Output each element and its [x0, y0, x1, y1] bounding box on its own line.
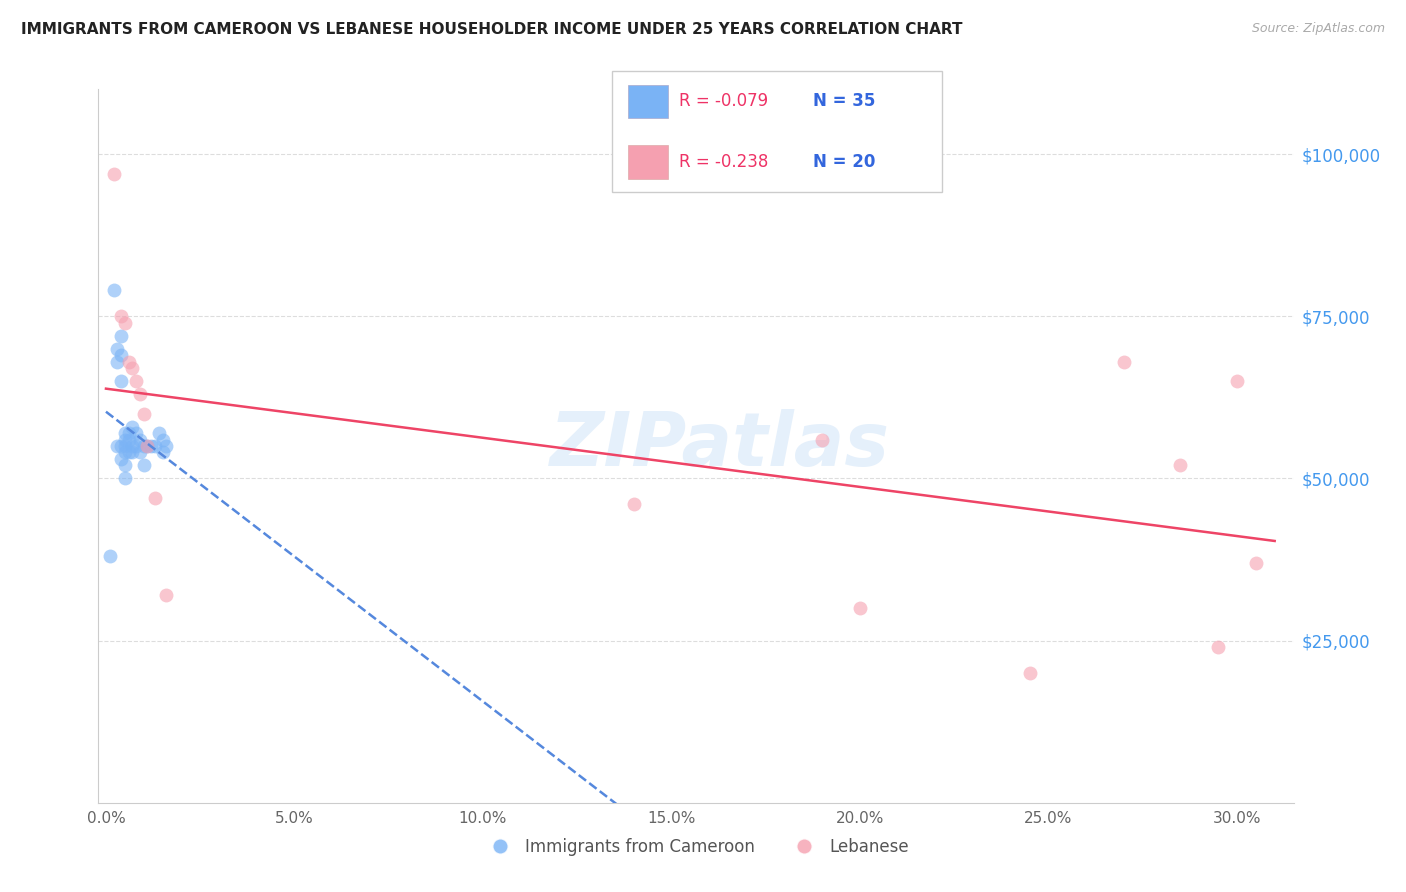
Point: [110, 328, 132, 343]
Point: [1170, 458, 1192, 473]
Point: [110, 374, 132, 388]
Point: [148, 425, 170, 440]
Point: [117, 425, 139, 440]
Point: [114, 471, 136, 485]
Point: [121, 419, 143, 434]
Point: [121, 439, 143, 453]
Point: [1206, 640, 1229, 654]
Text: ZIPatlas: ZIPatlas: [550, 409, 890, 483]
Point: [152, 433, 174, 447]
Point: [105, 439, 128, 453]
Point: [132, 458, 155, 473]
Text: R = -0.079: R = -0.079: [679, 93, 768, 111]
Text: Source: ZipAtlas.com: Source: ZipAtlas.com: [1251, 22, 1385, 36]
Text: IMMIGRANTS FROM CAMEROON VS LEBANESE HOUSEHOLDER INCOME UNDER 25 YEARS CORRELATI: IMMIGRANTS FROM CAMEROON VS LEBANESE HOU…: [21, 22, 963, 37]
Point: [136, 439, 159, 453]
Point: [141, 439, 163, 453]
Point: [121, 445, 143, 459]
Point: [1112, 354, 1135, 368]
Point: [114, 425, 136, 440]
Point: [103, 283, 125, 297]
Point: [103, 167, 125, 181]
Point: [1244, 556, 1267, 570]
Point: [849, 601, 872, 615]
Point: [811, 433, 834, 447]
Point: [125, 374, 148, 388]
Point: [136, 439, 159, 453]
Point: [114, 458, 136, 473]
Point: [114, 445, 136, 459]
Point: [152, 445, 174, 459]
Point: [125, 439, 148, 453]
Point: [125, 425, 148, 440]
Point: [143, 491, 166, 505]
Point: [98, 549, 121, 564]
Point: [114, 439, 136, 453]
Point: [117, 433, 139, 447]
Text: R = -0.238: R = -0.238: [679, 153, 769, 170]
Text: N = 20: N = 20: [813, 153, 875, 170]
Point: [155, 439, 177, 453]
Point: [623, 497, 645, 511]
Text: N = 35: N = 35: [813, 93, 875, 111]
Point: [128, 387, 150, 401]
Point: [1018, 666, 1040, 681]
Point: [114, 433, 136, 447]
Point: [128, 445, 150, 459]
Point: [114, 316, 136, 330]
Point: [110, 439, 132, 453]
Point: [117, 445, 139, 459]
Point: [143, 439, 166, 453]
Point: [132, 439, 155, 453]
Point: [110, 310, 132, 324]
Point: [105, 342, 128, 356]
Point: [128, 433, 150, 447]
Legend: Immigrants from Cameroon, Lebanese: Immigrants from Cameroon, Lebanese: [477, 831, 915, 863]
Point: [105, 354, 128, 368]
Point: [117, 354, 139, 368]
Point: [110, 348, 132, 362]
Point: [121, 361, 143, 376]
Point: [155, 588, 177, 602]
Point: [110, 452, 132, 467]
Point: [132, 407, 155, 421]
Point: [1226, 374, 1249, 388]
